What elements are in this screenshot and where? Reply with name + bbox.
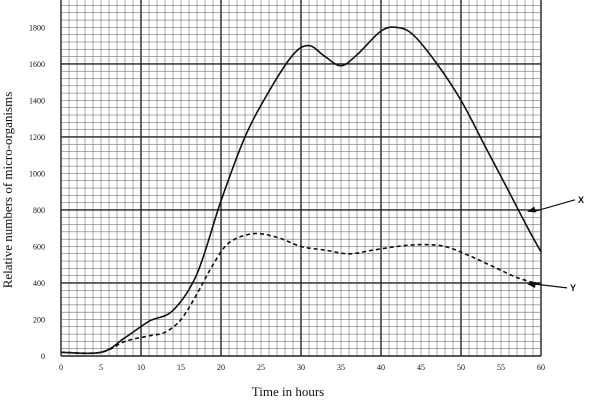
annotation-arrow-head: [527, 206, 536, 213]
x-tick-label: 35: [337, 363, 345, 372]
chart-axes: 0 5 10 15 20 25 30 35 40 45 50 55 600200400600800100…: [29, 23, 545, 372]
x-tick-label: 30: [297, 363, 305, 372]
annotation-label-y: Y: [570, 283, 576, 293]
chart-annotations: XY: [527, 195, 584, 293]
annotation-arrow-line: [532, 199, 576, 213]
x-tick-label: 0: [59, 363, 63, 372]
x-tick-label: 50: [457, 363, 465, 372]
x-tick-label: 25: [257, 363, 265, 372]
x-tick-label: 55: [497, 363, 505, 372]
y-axis-label: Relative numbers of micro-organisms: [0, 92, 15, 289]
x-tick-label: 45: [417, 363, 425, 372]
x-tick-label: 10: [137, 363, 145, 372]
y-tick-label: 800: [33, 206, 45, 215]
y-tick-label: 1200: [29, 133, 45, 142]
y-tick-label: 1400: [29, 96, 45, 105]
y-tick-label: 1600: [29, 60, 45, 69]
chart-grid: [60, 0, 542, 357]
annotation-label-x: X: [578, 195, 584, 205]
x-tick-label: 15: [177, 363, 185, 372]
x-axis-label: Time in hours: [252, 384, 324, 399]
y-tick-label: 1000: [29, 169, 45, 178]
x-tick-label: 20: [217, 363, 225, 372]
annotation-arrow-head: [527, 281, 536, 288]
x-tick-label: 5: [99, 363, 103, 372]
x-tick-label: 40: [377, 363, 385, 372]
series-line-x: [60, 26, 542, 355]
y-tick-label: 0: [41, 352, 45, 361]
x-tick-label: 60: [537, 363, 545, 372]
annotation-arrow-line: [532, 283, 568, 289]
series-line-y: [60, 232, 542, 354]
y-tick-label: 200: [33, 315, 45, 324]
y-tick-label: 400: [33, 279, 45, 288]
chart-series: [60, 26, 542, 355]
y-tick-label: 600: [33, 242, 45, 251]
y-tick-label: 1800: [29, 23, 45, 32]
